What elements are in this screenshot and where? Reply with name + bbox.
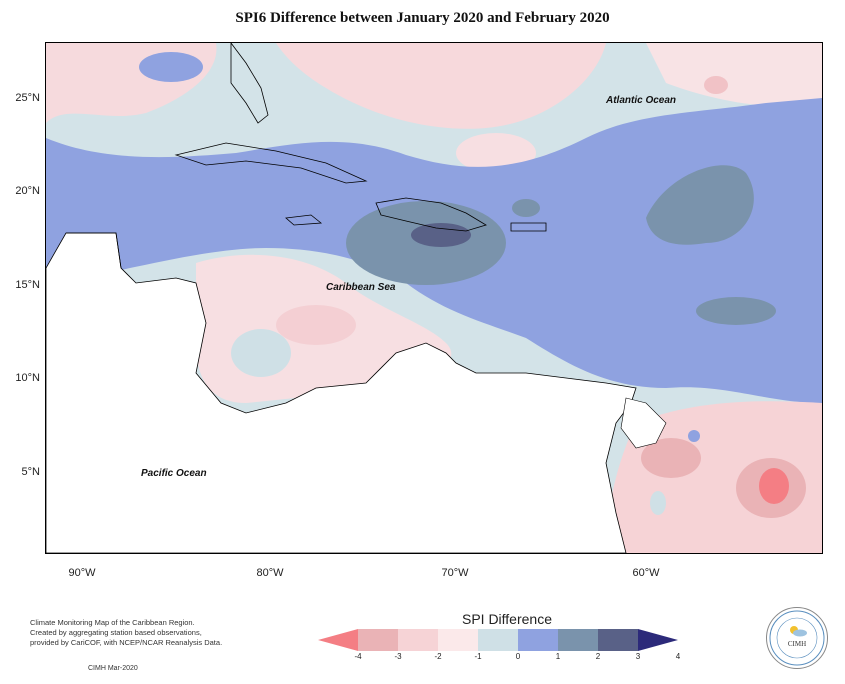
legend-swatch (398, 629, 438, 651)
map-area: Atlantic Ocean Caribbean Sea Pacific Oce… (45, 42, 823, 554)
lat-tick-label: 5°N (21, 466, 40, 478)
lat-tick-label: 10°N (15, 372, 40, 384)
sun-cloud-icon (790, 626, 807, 637)
atlantic-ocean-label: Atlantic Ocean (606, 95, 677, 106)
lon-tick-label: 70°W (441, 567, 469, 579)
lat-tick-label: 25°N (15, 92, 40, 104)
lat-tick-label: 15°N (15, 279, 40, 291)
pacific-ocean-label: Pacific Ocean (141, 468, 207, 479)
legend-tick-label: -4 (354, 652, 362, 661)
legend-tick-label: -2 (434, 652, 442, 661)
legend-swatch (318, 629, 358, 651)
logo-text: CIMH (788, 640, 806, 648)
footer-description: Climate Monitoring Map of the Caribbean … (30, 618, 260, 648)
footer-date: CIMH Mar-2020 (88, 665, 138, 672)
cimh-logo: CIMH (766, 607, 828, 669)
legend-swatch (638, 629, 678, 651)
legend-tick-label: -3 (394, 652, 402, 661)
legend-tick-label: 1 (555, 652, 561, 661)
footer-line: Climate Monitoring Map of the Caribbean … (30, 618, 195, 627)
legend-swatch (478, 629, 518, 651)
map-title: SPI6 Difference between January 2020 and… (235, 10, 610, 26)
lon-tick-label: 90°W (68, 567, 96, 579)
lat-tick-label: 20°N (15, 185, 40, 197)
legend-swatch (598, 629, 638, 651)
footer-line: Created by aggregating station based obs… (30, 628, 202, 637)
legend-tick-label: 2 (595, 652, 601, 661)
lon-tick-label: 60°W (632, 567, 660, 579)
spi-map (46, 43, 822, 553)
legend-title: SPI Difference (461, 611, 552, 627)
legend-tick-label: 4 (675, 652, 681, 661)
lon-tick-label: 80°W (256, 567, 284, 579)
legend-tick-label: -1 (474, 652, 482, 661)
legend-swatch (358, 629, 398, 651)
legend-swatch (438, 629, 478, 651)
footer-line: provided by CariCOF, with NCEP/NCAR Rean… (30, 638, 223, 647)
legend-tick-label: 3 (635, 652, 641, 661)
legend-swatch (518, 629, 558, 651)
legend-tick-label: 0 (515, 652, 521, 661)
legend-swatch (558, 629, 598, 651)
caribbean-sea-label: Caribbean Sea (326, 282, 396, 293)
legend-colorbar (318, 629, 682, 656)
